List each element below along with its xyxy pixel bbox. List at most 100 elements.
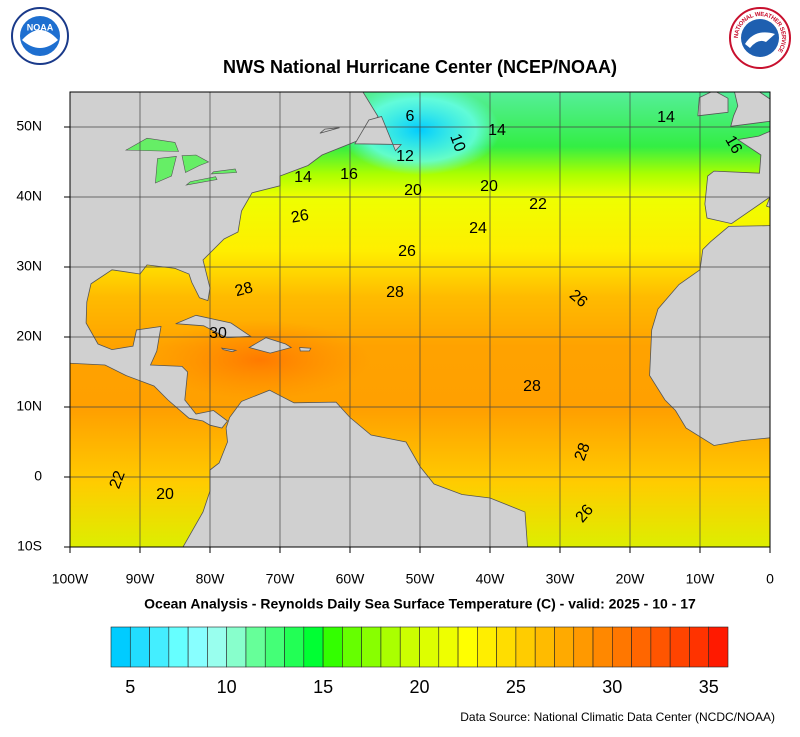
colorbar-box <box>110 626 131 668</box>
landmass <box>220 347 238 353</box>
contour-label: 26 <box>290 207 311 227</box>
x-tick-label: 70W <box>266 571 296 587</box>
contour-label: 20 <box>156 486 174 503</box>
y-tick-label: 10N <box>16 398 42 414</box>
colorbar-box <box>380 626 401 668</box>
landmass <box>182 389 528 547</box>
colorbar-tick-label: 15 <box>313 677 333 697</box>
colorbar-box <box>284 626 305 668</box>
nws-logo: NATIONAL WEATHER SERVICE <box>729 7 791 69</box>
y-tick-label: 0 <box>34 468 42 484</box>
colorbar-box <box>303 626 324 668</box>
contour-label: 16 <box>340 166 358 183</box>
title: NWS National Hurricane Center (NCEP/NOAA… <box>223 57 617 77</box>
y-tick-label: 30N <box>16 258 42 274</box>
colorbar-box <box>669 626 690 668</box>
x-tick-label: 90W <box>126 571 156 587</box>
x-tick-label: 10W <box>686 571 716 587</box>
x-tick-label: 80W <box>196 571 226 587</box>
landmass <box>697 92 729 117</box>
contour-label: 22 <box>107 469 129 492</box>
contour-label: 20 <box>480 178 498 195</box>
colorbar-box <box>187 626 208 668</box>
warm-water <box>150 320 370 400</box>
colorbar-box <box>207 626 227 668</box>
contour-label: 16 <box>721 133 745 157</box>
landmass <box>730 92 770 127</box>
colorbar-box <box>342 626 362 668</box>
x-tick-label: 0 <box>766 571 774 587</box>
colorbar-box <box>264 626 285 668</box>
colorbar-box <box>399 626 420 668</box>
x-tick-label: 20W <box>616 571 646 587</box>
subtitle: Ocean Analysis - Reynolds Daily Sea Surf… <box>144 596 696 612</box>
land <box>70 92 770 547</box>
contour-label: 28 <box>386 284 404 301</box>
colorbar-box <box>631 626 652 668</box>
colorbar-tick-label: 10 <box>217 677 237 697</box>
logo-bird <box>22 30 58 48</box>
colorbar-box <box>592 626 613 668</box>
x-tick-label: 40W <box>476 571 506 587</box>
colorbar-box <box>689 626 710 668</box>
landmass <box>299 347 312 352</box>
logo-text: NOAA <box>27 22 54 32</box>
colorbar-box <box>554 626 575 668</box>
landmass <box>248 337 293 354</box>
x-tick-label: 60W <box>336 571 366 587</box>
y-tick-label: 20N <box>16 328 42 344</box>
colorbar-box <box>708 626 729 668</box>
landmass <box>649 225 770 446</box>
landmass <box>354 116 402 152</box>
noaa-logo: NOAA <box>11 7 69 65</box>
contour-label: 14 <box>657 109 675 126</box>
source: Data Source: National Climatic Data Cent… <box>460 710 775 724</box>
colorbar-tick-label: 20 <box>409 677 429 697</box>
contour-label: 28 <box>233 279 255 300</box>
x-tick-label: 50W <box>406 571 436 587</box>
contour-label: 14 <box>294 169 312 186</box>
colorbar-box <box>515 626 536 668</box>
colorbar-box <box>457 626 478 668</box>
colorbar-box <box>438 626 459 668</box>
landmass <box>319 127 340 134</box>
colorbar-box <box>573 626 594 668</box>
colorbar-box <box>322 626 343 668</box>
lake <box>155 156 177 184</box>
contour-label: 10 <box>446 132 468 155</box>
contour-label: 20 <box>404 182 422 199</box>
contour-label: 30 <box>209 325 227 342</box>
colorbar-tick-label: 5 <box>125 677 135 697</box>
colorbar-box <box>149 626 170 668</box>
colorbar-box <box>419 626 440 668</box>
lake <box>185 176 218 186</box>
logo-flag <box>745 32 775 48</box>
landmass <box>175 314 252 339</box>
colorbar-box <box>245 626 266 668</box>
contour-label: 28 <box>572 441 594 464</box>
colorbar-box <box>226 626 247 668</box>
landmass <box>70 92 379 429</box>
colorbar-tick-label: 25 <box>506 677 526 697</box>
colorbar-tick-label: 35 <box>699 677 719 697</box>
colorbar-box <box>129 626 150 668</box>
colorbar-box <box>612 626 632 668</box>
contour-label: 12 <box>396 148 414 165</box>
landmass <box>704 130 770 225</box>
contour-label: 26 <box>398 243 416 260</box>
y-tick-label: 40N <box>16 188 42 204</box>
colorbar-box <box>496 626 517 668</box>
y-tick-label: 10S <box>17 538 42 554</box>
x-tick-label: 30W <box>546 571 576 587</box>
colorbar-box <box>650 626 671 668</box>
contour-label: 14 <box>488 122 506 139</box>
colorbar-box <box>534 626 555 668</box>
contour-label: 24 <box>469 220 487 237</box>
lake <box>181 154 210 173</box>
x-tick-label: 100W <box>52 571 89 587</box>
contour-label: 22 <box>529 196 547 213</box>
colorbar-box <box>477 626 497 668</box>
y-tick-label: 50N <box>16 118 42 134</box>
lake <box>210 168 238 175</box>
